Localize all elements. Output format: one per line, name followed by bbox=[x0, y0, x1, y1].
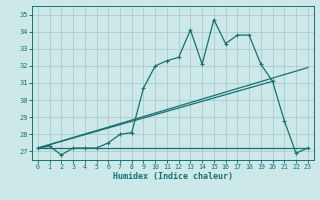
X-axis label: Humidex (Indice chaleur): Humidex (Indice chaleur) bbox=[113, 172, 233, 181]
